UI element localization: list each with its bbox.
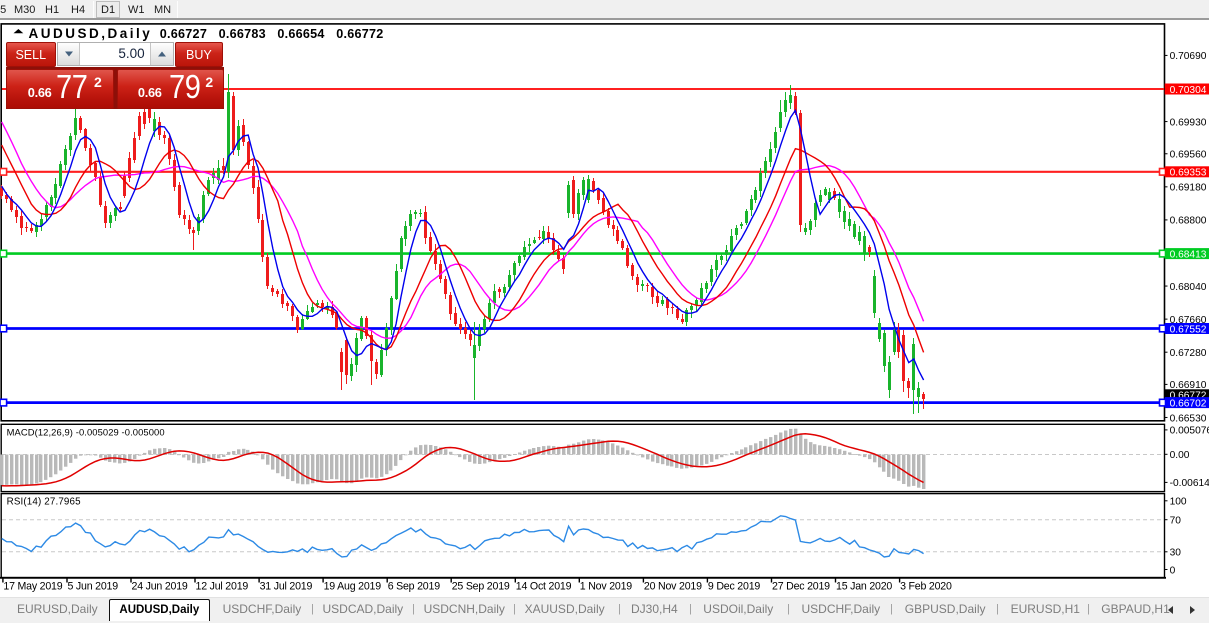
svg-text:15 Jan 2020: 15 Jan 2020 <box>836 581 892 593</box>
svg-text:19 Aug 2019: 19 Aug 2019 <box>324 581 382 593</box>
svg-text:5 Jun 2019: 5 Jun 2019 <box>68 581 119 593</box>
svg-text:RSI(14) 27.7965: RSI(14) 27.7965 <box>7 497 82 508</box>
svg-text:MACD(12,26,9) -0.005029 -0.005: MACD(12,26,9) -0.005029 -0.005000 <box>7 427 165 438</box>
svg-text:0.66910: 0.66910 <box>1170 380 1207 391</box>
svg-text:9 Dec 2019: 9 Dec 2019 <box>708 581 760 593</box>
svg-text:0.66772: 0.66772 <box>336 27 383 41</box>
svg-text:1 Nov 2019: 1 Nov 2019 <box>580 581 632 593</box>
svg-text:24 Jun 2019: 24 Jun 2019 <box>132 581 188 593</box>
svg-text:AUDUSD,Daily: AUDUSD,Daily <box>29 26 153 41</box>
svg-text:0.69180: 0.69180 <box>1170 183 1207 194</box>
svg-text:0.69930: 0.69930 <box>1170 117 1207 128</box>
svg-text:31 Jul 2019: 31 Jul 2019 <box>260 581 313 593</box>
svg-text:12 Jul 2019: 12 Jul 2019 <box>196 581 249 593</box>
svg-text:0.005076: 0.005076 <box>1170 426 1209 437</box>
svg-text:30: 30 <box>1170 548 1182 559</box>
svg-text:0.68040: 0.68040 <box>1170 282 1207 293</box>
svg-text:25 Sep 2019: 25 Sep 2019 <box>452 581 510 593</box>
svg-text:0.67552: 0.67552 <box>1170 324 1207 335</box>
svg-text:20 Nov 2019: 20 Nov 2019 <box>644 581 702 593</box>
svg-text:0.70690: 0.70690 <box>1170 51 1207 62</box>
svg-text:17 May 2019: 17 May 2019 <box>3 581 62 593</box>
svg-text:-0.006148: -0.006148 <box>1170 478 1209 489</box>
svg-text:100: 100 <box>1170 497 1187 508</box>
svg-text:0.66702: 0.66702 <box>1170 399 1207 410</box>
svg-text:0.66772: 0.66772 <box>1170 391 1207 402</box>
svg-text:6 Sep 2019: 6 Sep 2019 <box>388 581 441 593</box>
svg-text:0: 0 <box>1170 565 1176 576</box>
svg-text:0.67280: 0.67280 <box>1170 348 1207 359</box>
svg-text:0.68800: 0.68800 <box>1170 216 1207 227</box>
svg-text:3 Feb 2020: 3 Feb 2020 <box>900 581 952 593</box>
svg-text:0.68413: 0.68413 <box>1170 250 1207 261</box>
svg-text:27 Dec 2019: 27 Dec 2019 <box>772 581 830 593</box>
svg-text:14 Oct 2019: 14 Oct 2019 <box>516 581 572 593</box>
svg-text:0.69353: 0.69353 <box>1170 168 1207 179</box>
svg-text:0.66727: 0.66727 <box>160 27 207 41</box>
svg-text:0.67660: 0.67660 <box>1170 315 1207 326</box>
svg-text:0.69560: 0.69560 <box>1170 150 1207 161</box>
svg-text:0.66783: 0.66783 <box>219 27 266 41</box>
svg-text:0.66654: 0.66654 <box>277 27 324 41</box>
svg-text:70: 70 <box>1170 516 1182 527</box>
svg-text:0.00: 0.00 <box>1170 450 1190 461</box>
svg-text:0.66530: 0.66530 <box>1170 413 1207 424</box>
svg-text:0.70304: 0.70304 <box>1170 85 1207 96</box>
